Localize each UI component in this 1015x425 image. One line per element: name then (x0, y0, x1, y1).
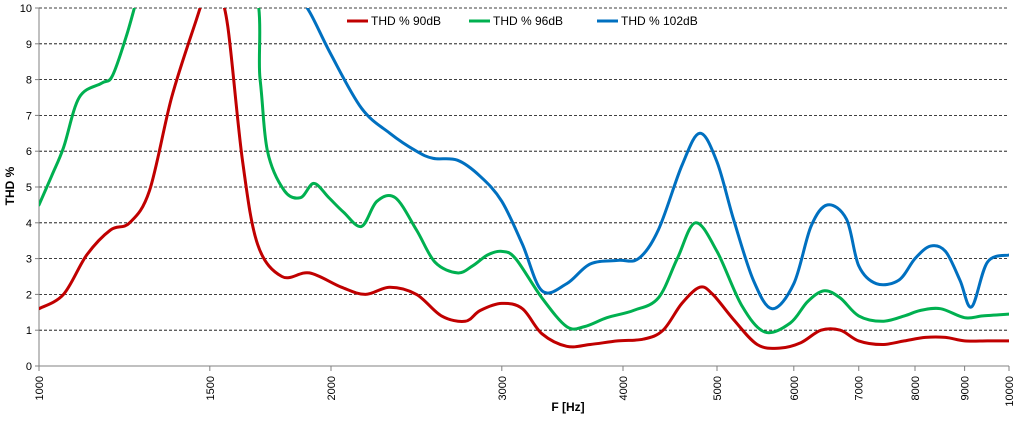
series-line-3 (305, 8, 1009, 311)
legend: THD % 90dB THD % 96dB THD % 102dB (347, 14, 698, 28)
x-tick-label: 1500 (205, 376, 217, 400)
y-tick-label: 4 (26, 218, 32, 230)
y-tick-label: 2 (26, 289, 32, 301)
x-tick-label: 1000 (34, 376, 46, 400)
x-tick-label: 7000 (854, 376, 866, 400)
y-tick-label: 0 (26, 361, 32, 373)
x-tick-label: 3000 (497, 376, 509, 400)
x-tick-label: 6000 (789, 376, 801, 400)
series-line-2 (39, 8, 1009, 335)
x-tick-label: 5000 (712, 376, 724, 400)
y-axis-title: THD % (3, 166, 17, 205)
y-tick-label: 1 (26, 325, 32, 337)
y-tick-label: 5 (26, 182, 32, 194)
x-tick-label: 8000 (910, 376, 922, 400)
y-tick-label: 10 (20, 3, 32, 15)
x-tick-label: 2000 (326, 376, 338, 400)
axis-layer: 0 1 2 3 4 5 6 7 8 9 10 1000 1500 2000 3000 4000 5000 6000… (20, 3, 1015, 407)
x-axis-title: F [Hz] (551, 400, 584, 414)
x-tick-label: 9000 (960, 376, 972, 400)
y-tick-label: 6 (26, 146, 32, 158)
y-tick-label: 8 (26, 75, 32, 87)
y-tick-label: 7 (26, 110, 32, 122)
series-layer (39, 8, 1009, 350)
x-tick-label: 4000 (618, 376, 630, 400)
y-tick-label: 3 (26, 254, 32, 266)
y-tick-label: 9 (26, 39, 32, 51)
legend-label-3: THD % 102dB (621, 14, 698, 28)
legend-label-2: THD % 96dB (493, 14, 563, 28)
legend-label-1: THD % 90dB (371, 14, 441, 28)
x-tick-label: 10000 (1004, 376, 1015, 407)
series-line-1 (39, 8, 1009, 350)
